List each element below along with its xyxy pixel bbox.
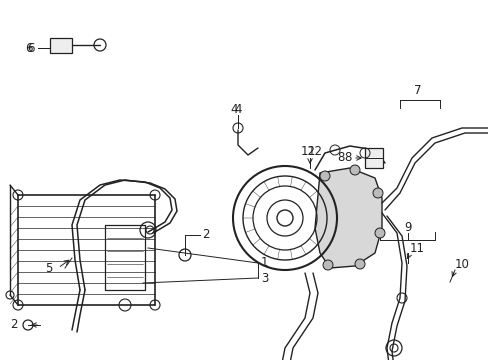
Text: 1: 1: [261, 256, 268, 270]
Circle shape: [319, 171, 329, 181]
Text: 10: 10: [454, 258, 469, 271]
Bar: [364, 148, 382, 168]
Text: 9: 9: [404, 221, 411, 234]
Text: 12: 12: [307, 145, 323, 158]
Text: 2: 2: [202, 229, 209, 242]
Text: 6: 6: [25, 41, 32, 54]
Text: 7: 7: [413, 84, 421, 96]
Text: 11: 11: [409, 242, 424, 255]
Text: 6: 6: [27, 41, 35, 54]
Text: 2: 2: [10, 319, 18, 332]
Text: 8: 8: [337, 152, 345, 165]
Circle shape: [374, 228, 384, 238]
Text: 5: 5: [44, 261, 52, 274]
Circle shape: [354, 259, 364, 269]
Polygon shape: [314, 168, 381, 268]
Circle shape: [349, 165, 359, 175]
Text: 12: 12: [300, 145, 315, 158]
Text: 4: 4: [234, 104, 241, 117]
Text: 3: 3: [261, 271, 268, 284]
Text: 4: 4: [230, 104, 237, 117]
Circle shape: [372, 188, 382, 198]
Circle shape: [323, 260, 332, 270]
Bar: [50, 38, 72, 53]
Text: 8: 8: [344, 152, 351, 165]
